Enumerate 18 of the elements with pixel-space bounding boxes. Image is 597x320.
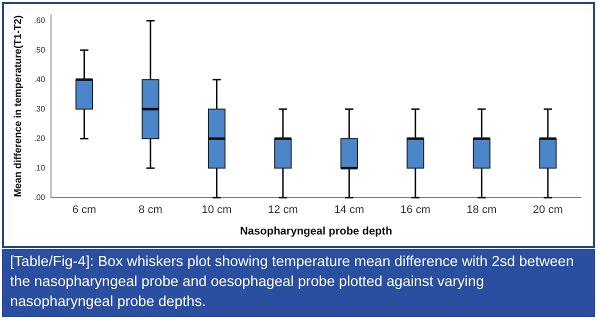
x-tick-label: 18 cm [466,204,497,216]
x-tick-label: 8 cm [138,204,162,216]
x-tick-label: 6 cm [72,204,96,216]
x-axis-title: Nasopharyngeal probe depth [240,225,392,238]
x-tick-label: 14 cm [334,204,364,216]
text: [Table/Fig-4]: Box whiskers plot showing temperature mean difference with 2sd between the nasopharyngeal probe and oesophageal probe plotted against varying nasopharyngeal probe depths. [2,249,595,317]
x-tick-label: 12 cm [268,204,298,216]
y-tick-label: .60 [34,16,46,25]
y-tick-label: .40 [34,74,46,84]
y-axis-title: Mean difference in temperature(T1-T2) [12,15,24,198]
y-tick-label: .20 [34,134,46,143]
y-tick-label: .30 [34,104,46,114]
y-tick-label: .10 [34,163,46,172]
x-tick-label: 16 cm [400,204,430,216]
y-tick-label: .00 [34,192,46,202]
x-tick-label: 10 cm [202,204,232,216]
x-tick-label: 20 cm [532,204,563,216]
y-tick-label: .50 [34,45,46,54]
